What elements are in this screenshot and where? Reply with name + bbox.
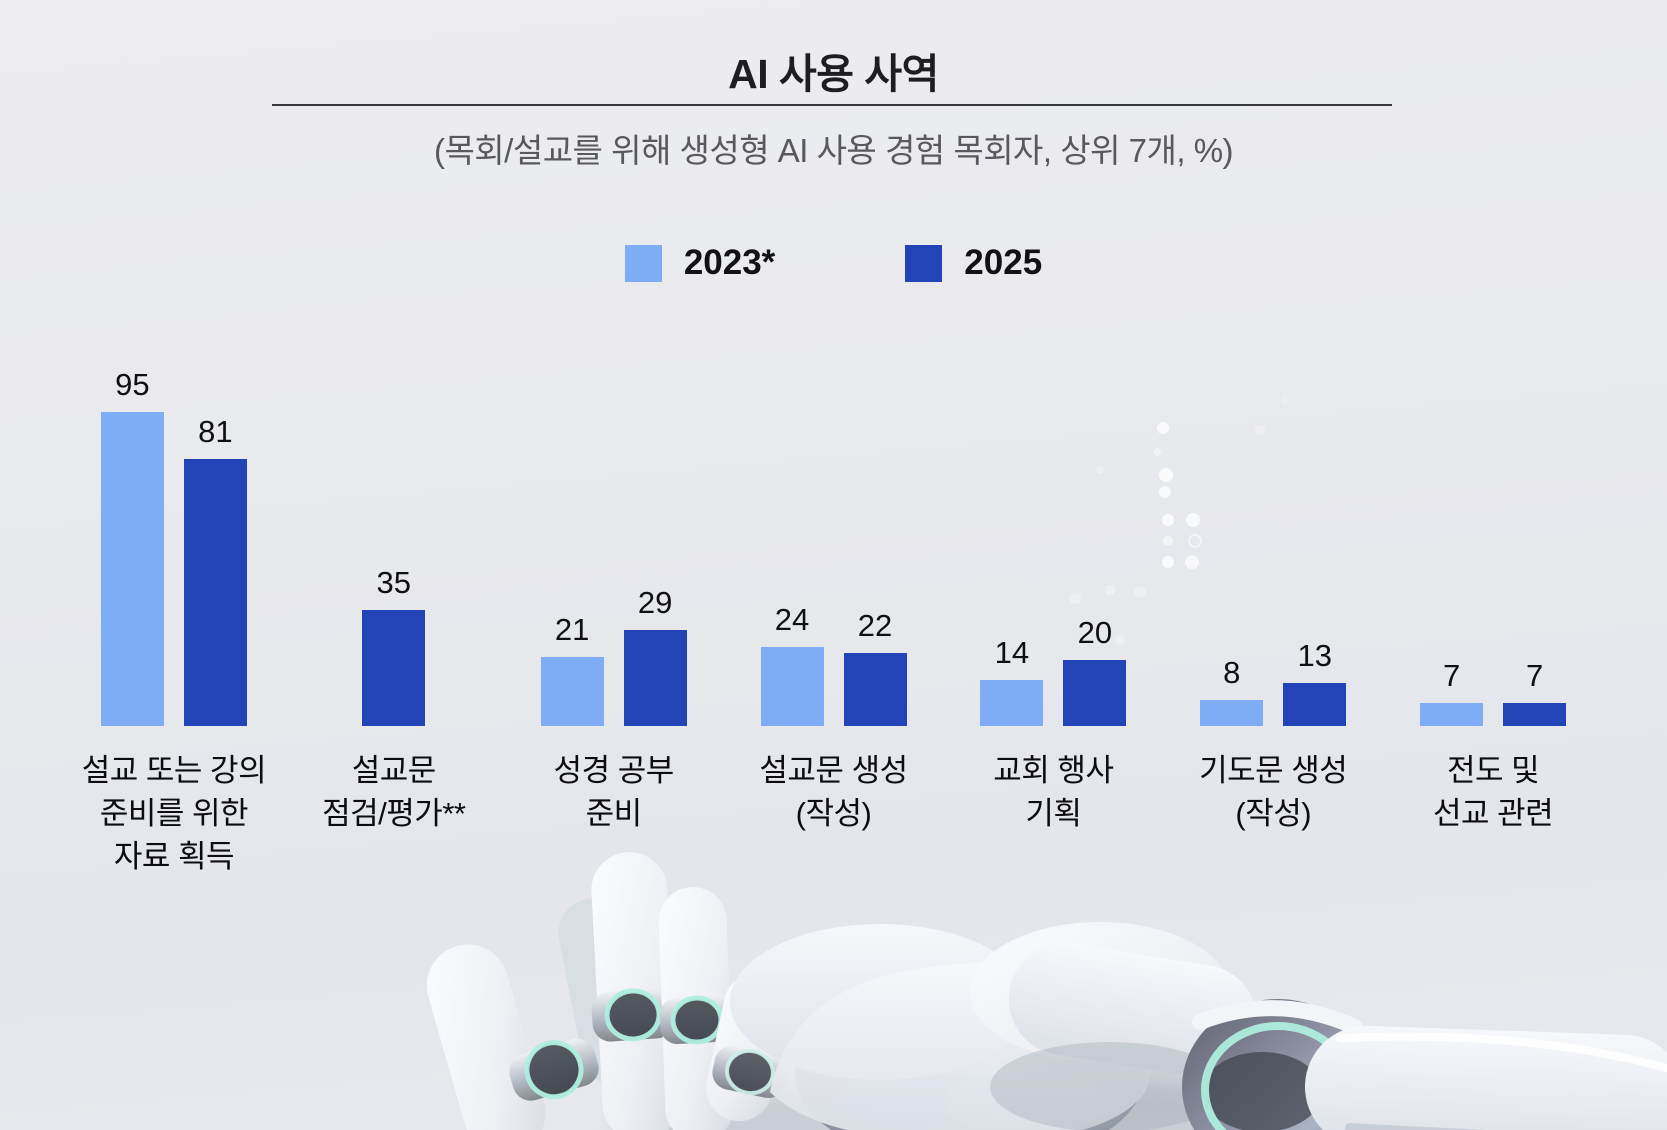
category-group: 7 7 전도 및 선교 관련	[1383, 358, 1603, 878]
legend-item-2025: 2025	[905, 243, 1042, 283]
bar-value-label: 22	[857, 608, 893, 643]
bar-value-label: 81	[198, 414, 233, 449]
bar-pair: 24 22	[760, 358, 907, 726]
bar-value-label: 21	[554, 612, 590, 647]
bar-2023	[100, 412, 164, 726]
bar-2025	[623, 630, 687, 726]
bar-column: 7	[1503, 658, 1567, 726]
bar-2025	[362, 610, 426, 726]
thumb	[426, 944, 599, 1130]
palm-glass	[795, 982, 1145, 1130]
bar-2023	[1200, 700, 1264, 726]
category-label: 설교문 점검/평가**	[322, 753, 466, 831]
chart-title: AI 사용 사역	[728, 51, 939, 97]
bar-value-label: 95	[115, 367, 150, 402]
category-label: 설교문 생성 (작성)	[759, 753, 908, 831]
bar-column: 7	[1420, 658, 1484, 726]
legend-label: 2023*	[683, 243, 776, 282]
bar-pair: 8 13	[1200, 358, 1347, 726]
category-group: 95 81 설교 또는 강의 준비를 위한 자료 획득	[64, 358, 284, 878]
bar-2023	[980, 680, 1044, 726]
bar-value-label: 7	[1442, 658, 1461, 693]
bar-column: 95	[100, 367, 164, 726]
category-label: 기도문 생성 (작성)	[1199, 753, 1348, 831]
robot-hand-illustration	[426, 852, 1667, 1130]
wrist-ring	[1182, 999, 1374, 1130]
bar-2025	[843, 653, 907, 726]
bar-column: 81	[183, 414, 247, 726]
title-divider	[272, 104, 1392, 106]
category-group: 8 13 기도문 생성 (작성)	[1163, 358, 1383, 878]
bar-2023	[760, 647, 824, 726]
bar-2023	[1420, 703, 1484, 726]
bar-value-label: 24	[774, 602, 810, 637]
category-group: 35 설교문 점검/평가**	[284, 358, 504, 878]
bar-column: 13	[1283, 638, 1347, 726]
bar-column: 24	[760, 602, 824, 726]
palm	[730, 922, 1258, 1130]
bar-value-label: 20	[1077, 615, 1113, 650]
bar-column: 8	[1200, 655, 1264, 726]
bar-value-label: 7	[1525, 658, 1544, 693]
category-group: 24 22 설교문 생성 (작성)	[724, 358, 944, 878]
legend-item-2023: 2023*	[624, 243, 776, 283]
bar-value-label: 8	[1223, 655, 1241, 690]
hand-shadow	[610, 1082, 1450, 1130]
bent-finger	[706, 972, 790, 1122]
legend-swatch-icon	[905, 244, 943, 282]
category-group: 14 20 교회 행사 기획	[943, 358, 1163, 878]
bar-column: 35	[362, 565, 426, 726]
legend-swatch-icon	[624, 244, 662, 282]
forearm	[1304, 1025, 1667, 1130]
category-label: 설교 또는 강의 준비를 위한 자료 획득	[81, 753, 267, 874]
middle-finger	[658, 887, 735, 1130]
bar-2023	[540, 657, 604, 726]
category-label: 교회 행사 기획	[993, 753, 1114, 831]
bar-column: 29	[623, 585, 687, 726]
bar-value-label: 13	[1297, 638, 1332, 673]
chart-subtitle: (목회/설교를 위해 생성형 AI 사용 경험 목회자, 상위 7개, %)	[433, 132, 1234, 169]
bar-pair: 21 29	[540, 358, 687, 726]
bar-column: 14	[980, 635, 1044, 726]
bar-2025	[1503, 703, 1567, 726]
bar-column: 22	[843, 608, 907, 726]
legend: 2023* 2025	[0, 243, 1667, 283]
index-finger	[591, 852, 679, 1130]
bar-2025	[1283, 683, 1347, 726]
bar-value-label: 29	[637, 585, 673, 620]
bar-pair: 95 81	[100, 358, 247, 726]
category-label: 전도 및 선교 관련	[1432, 753, 1554, 831]
bar-2025	[183, 459, 247, 726]
finger-behind	[558, 898, 652, 1086]
bar-chart: 95 81 설교 또는 강의 준비를 위한 자료 획득 35 설교문 점검/평가** 21…	[64, 358, 1603, 878]
bar-2025	[1063, 660, 1127, 726]
category-group: 21 29 성경 공부 준비	[504, 358, 724, 878]
bar-value-label: 14	[994, 635, 1030, 670]
bar-column: 20	[1063, 615, 1127, 726]
bar-pair: 14 20	[980, 358, 1127, 726]
bar-pair: 35	[362, 358, 426, 726]
category-label: 성경 공부 준비	[553, 753, 675, 831]
bar-column: 21	[540, 612, 604, 726]
legend-label: 2025	[964, 243, 1043, 282]
bar-value-label: 35	[376, 565, 412, 600]
